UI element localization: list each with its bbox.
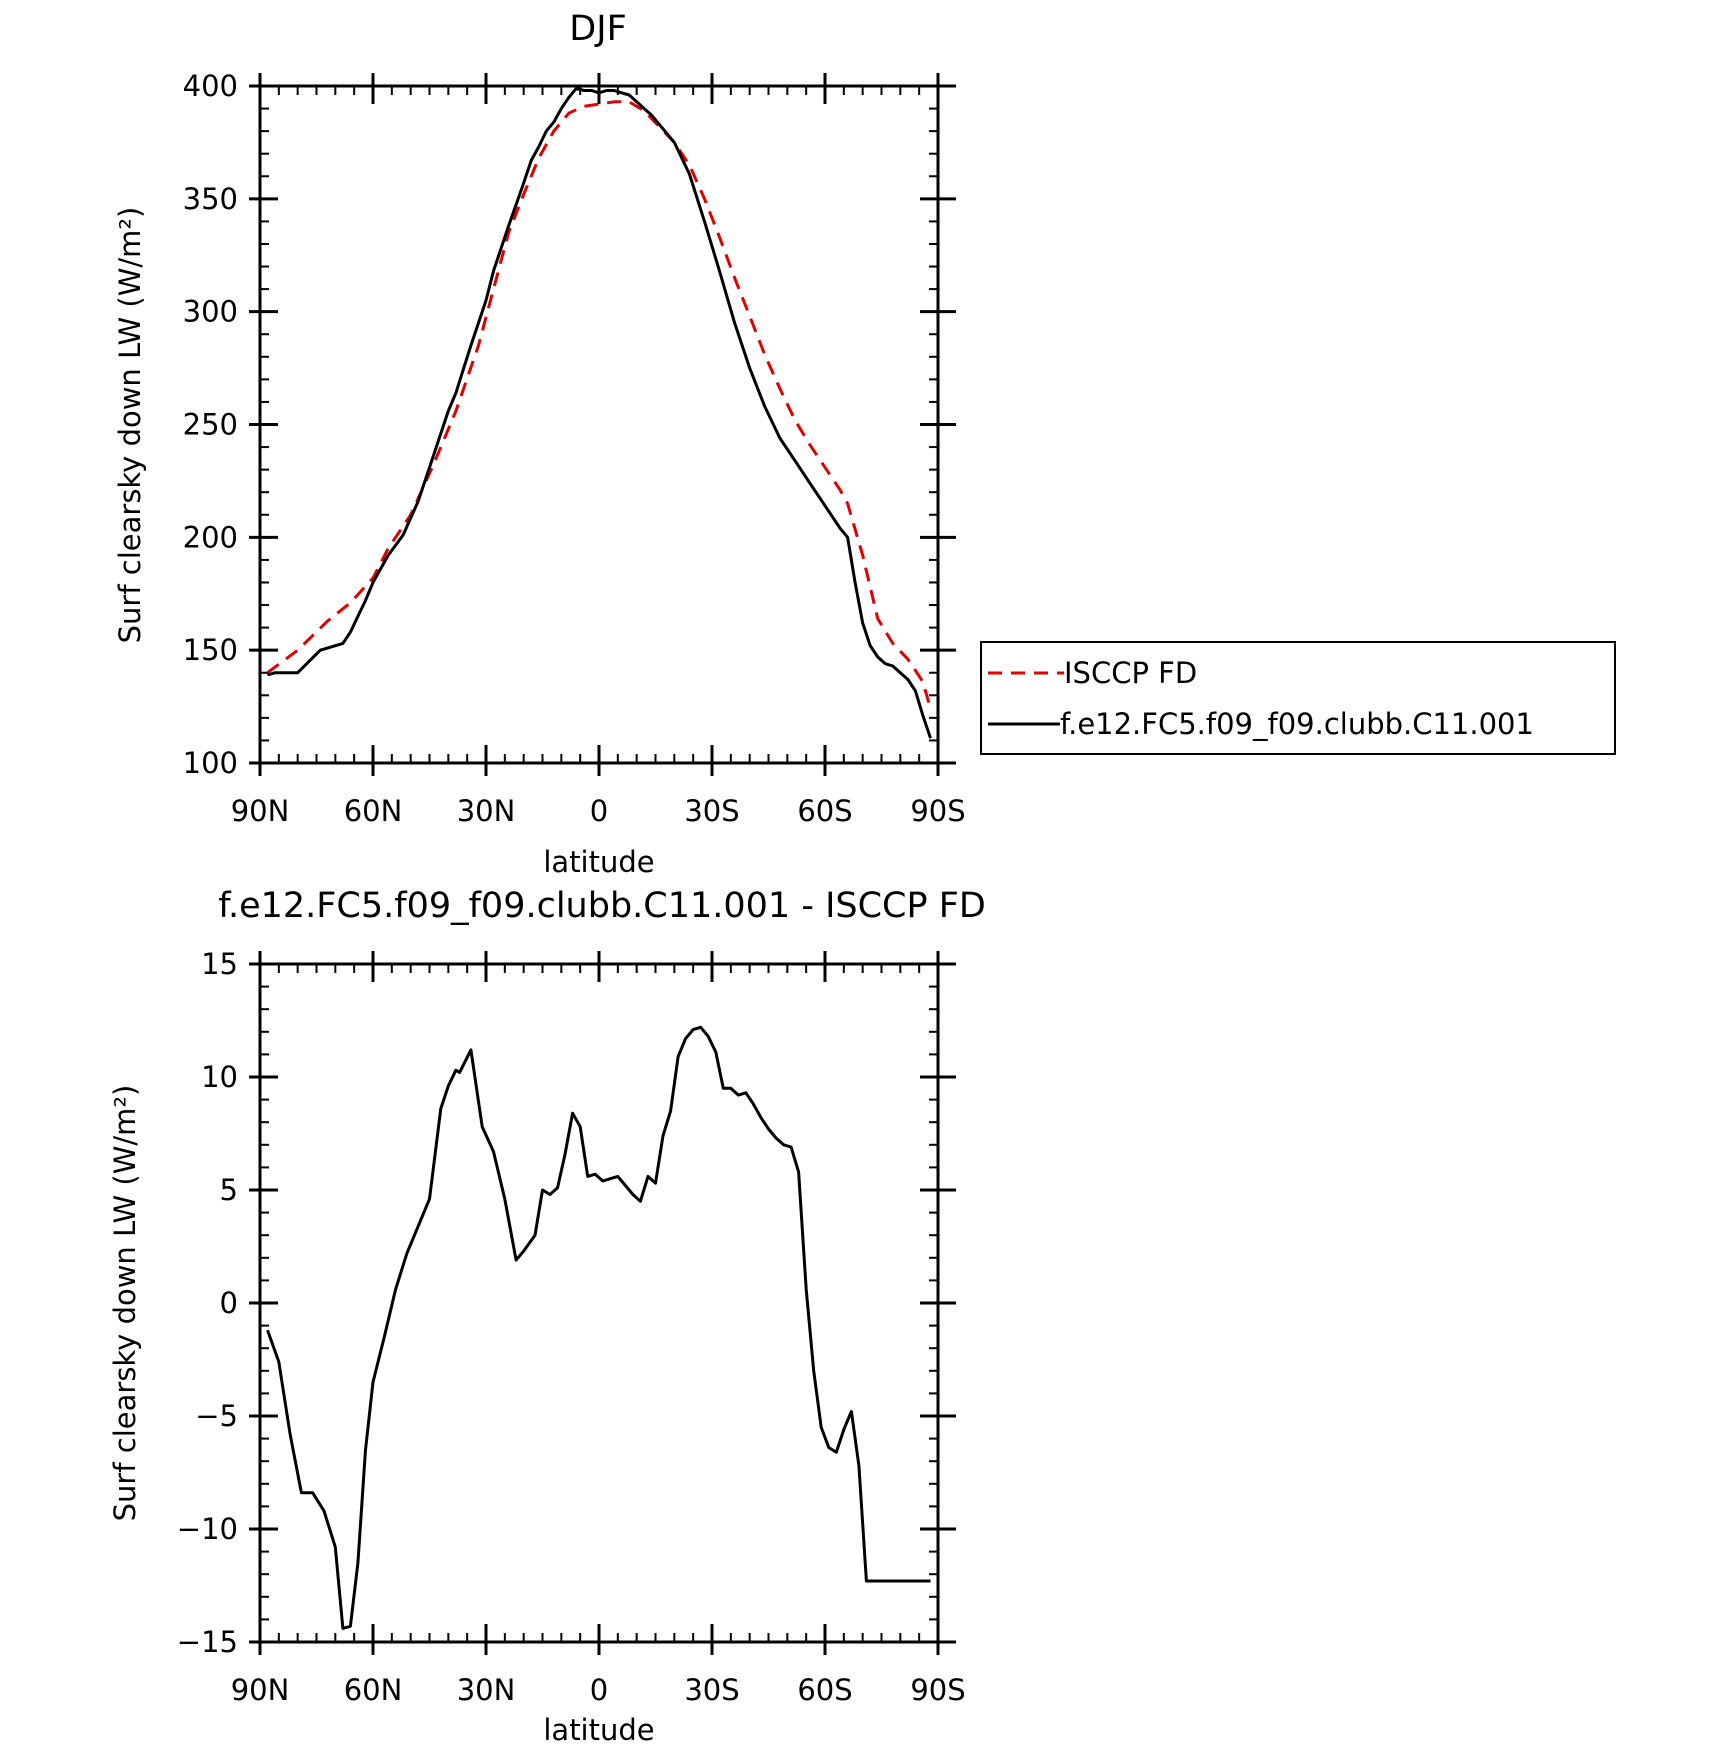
bottom-panel: f.e12.FC5.f09_f09.clubb.C11.001 - ISCCP … [108, 886, 986, 1745]
series-line-0 [266, 1025, 931, 1630]
y-tick-label: −15 [177, 1625, 238, 1659]
legend: ISCCP FD f.e12.FC5.f09_f09.clubb.C11.001 [980, 641, 1616, 755]
y-tick-label: 350 [183, 182, 238, 216]
series-line-0 [266, 100, 932, 710]
bottom-x-tick-labels: 90N 60N 30N 0 30S 60S 90S [231, 1673, 966, 1707]
legend-label-isccp: ISCCP FD [1064, 656, 1197, 690]
y-tick-label: 250 [183, 408, 238, 442]
x-tick-label: 30S [684, 1673, 739, 1707]
top-panel: DJF 100 150 200 250 300 350 400 90N 60N 30N 0 30S 6… [113, 9, 1616, 879]
bottom-y-tick-labels: −15 −10 −5 0 5 10 15 [177, 947, 238, 1659]
x-tick-label: 30N [457, 794, 516, 828]
top-ticks [249, 73, 956, 776]
top-y-tick-labels: 100 150 200 250 300 350 400 [183, 69, 238, 780]
top-x-axis-title: latitude [543, 845, 654, 879]
y-tick-label: 10 [201, 1060, 238, 1094]
x-tick-label: 60S [797, 794, 852, 828]
x-tick-label: 90N [231, 794, 290, 828]
x-tick-label: 60S [797, 1673, 852, 1707]
y-tick-label: −5 [195, 1399, 238, 1433]
top-y-axis-title: Surf clearsky down LW (W/m²) [113, 207, 147, 644]
bottom-plot-title: f.e12.FC5.f09_f09.clubb.C11.001 - ISCCP … [218, 886, 986, 926]
bottom-y-axis-title: Surf clearsky down LW (W/m²) [108, 1085, 142, 1522]
y-tick-label: 400 [183, 69, 238, 103]
legend-box [980, 641, 1616, 755]
series-line-1 [267, 86, 932, 739]
x-tick-label: 90N [231, 1673, 290, 1707]
y-tick-label: 0 [220, 1286, 238, 1320]
y-tick-label: 100 [183, 746, 238, 780]
x-tick-label: 30N [457, 1673, 516, 1707]
x-tick-label: 0 [590, 794, 608, 828]
bottom-ticks [249, 951, 956, 1655]
x-tick-label: 90S [910, 794, 965, 828]
y-tick-label: −10 [177, 1512, 238, 1546]
x-tick-label: 30S [684, 794, 739, 828]
top-plot-frame [258, 84, 940, 765]
y-tick-label: 200 [183, 520, 238, 554]
y-tick-label: 150 [183, 633, 238, 667]
top-x-tick-labels: 90N 60N 30N 0 30S 60S 90S [231, 794, 966, 828]
y-tick-label: 300 [183, 295, 238, 329]
top-plot-title: DJF [569, 9, 626, 49]
bottom-x-axis-title: latitude [543, 1713, 654, 1745]
x-tick-label: 60N [344, 794, 403, 828]
y-tick-label: 15 [201, 947, 238, 981]
x-tick-label: 0 [590, 1673, 608, 1707]
bottom-plot-frame [258, 962, 940, 1644]
bottom-series-group [266, 1025, 931, 1630]
x-tick-label: 60N [344, 1673, 403, 1707]
top-series-group [266, 86, 932, 739]
x-tick-label: 90S [910, 1673, 965, 1707]
legend-label-model: f.e12.FC5.f09_f09.clubb.C11.001 [1060, 707, 1534, 741]
y-tick-label: 5 [220, 1173, 238, 1207]
